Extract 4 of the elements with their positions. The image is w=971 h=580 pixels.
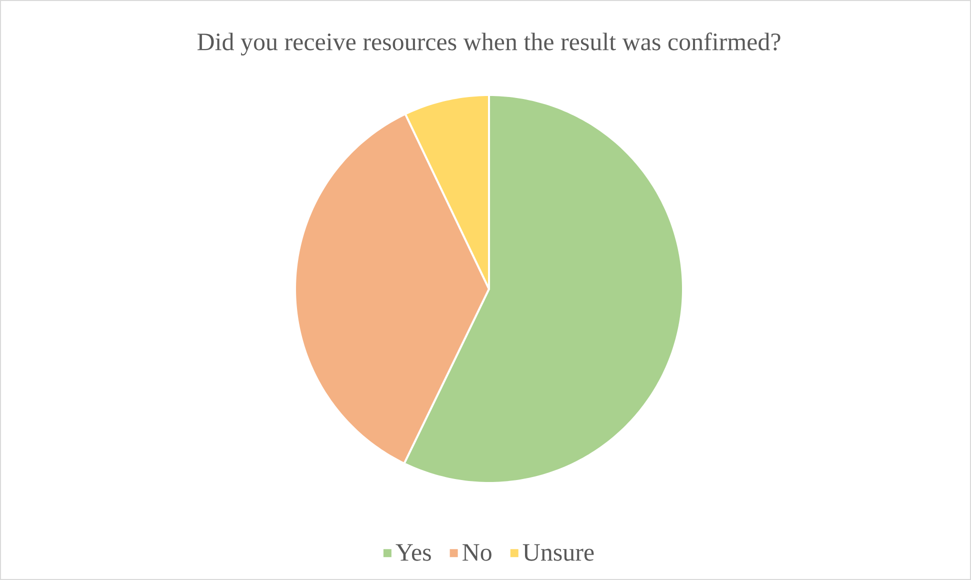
legend-label: Unsure (522, 544, 594, 561)
chart-title: Did you receive resources when the result was confirmed? (197, 32, 780, 56)
legend-label: Yes (396, 544, 431, 561)
legend-label: No (462, 544, 492, 561)
